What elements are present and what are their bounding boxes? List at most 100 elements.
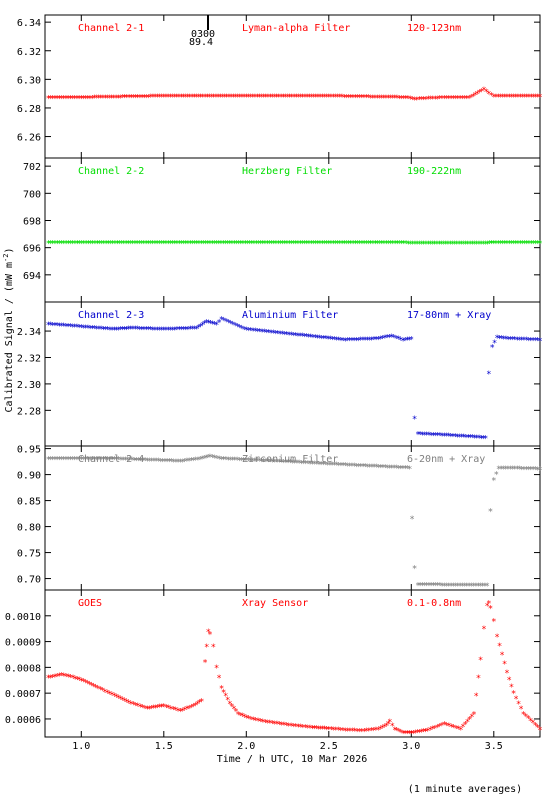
channel-2-1-y-tick-label: 6.28	[17, 104, 41, 115]
channel-2-3-data-point: *	[170, 326, 175, 336]
goes-data-point: *	[159, 703, 164, 713]
channel-2-2-data-point: *	[434, 240, 439, 250]
channel-2-4-data-point: *	[232, 456, 237, 466]
channel-2-1-data-point: *	[209, 93, 214, 103]
channel-2-1-data-point: *	[96, 94, 101, 104]
channel-2-3-data-point: *	[271, 329, 276, 339]
channel-2-4-y-tick-label: 0.75	[17, 549, 41, 560]
channel-2-1-data-point: *	[102, 94, 107, 104]
y-axis-label-end: )	[4, 248, 15, 254]
channel-2-2-data-point: *	[152, 239, 157, 249]
channel-2-3-data-point: *	[85, 324, 90, 334]
goes-data-point: *	[331, 726, 336, 736]
goes-data-point: *	[197, 699, 202, 709]
channel-2-3-data-point: *	[284, 331, 289, 341]
goes-data-point: *	[439, 722, 444, 732]
channel-2-3-data-point: *	[70, 323, 75, 333]
channel-2-2-data-point: *	[300, 239, 305, 249]
channel-2-3-data-point: *	[210, 320, 215, 330]
channel-2-3-data-point: *	[446, 432, 451, 442]
channel-2-1-data-point: *	[83, 94, 88, 104]
channel-2-3-data-point: *	[289, 331, 294, 341]
goes-data-point: *	[352, 727, 357, 737]
goes-data-point: *	[166, 704, 171, 714]
channel-2-2-data-point: *	[311, 239, 316, 249]
channel-2-3-data-point: *	[389, 333, 394, 343]
channel-2-1-data-point: *	[526, 93, 531, 103]
channel-2-4-y-tick-label: 0.85	[17, 497, 41, 508]
channel-2-3-data-point: *	[241, 325, 246, 335]
channel-2-1-data-point: *	[385, 94, 390, 104]
goes-data-point: *	[279, 721, 284, 731]
channel-2-4-data-point: *	[149, 457, 154, 467]
channel-2-1-data-point: *	[105, 94, 110, 104]
channel-2-1-data-point: *	[61, 94, 66, 104]
channel-2-3-series: ****************************************…	[46, 316, 543, 445]
channel-2-1-data-point: *	[181, 93, 186, 103]
channel-2-1-data-point: *	[341, 93, 346, 103]
y-axis-label-main: Calibrated Signal / (mW m	[4, 262, 15, 413]
channel-2-4-data-point: *	[197, 455, 202, 465]
channel-2-3-data-point: *	[202, 320, 207, 330]
channel-2-3-data-point: *	[437, 432, 442, 442]
channel-2-4-data-point: *	[160, 457, 165, 467]
goes-data-point: *	[202, 659, 207, 669]
channel-2-4-data-point: *	[420, 581, 425, 591]
channel-2-1-data-point: *	[344, 93, 349, 103]
goes-data-point: *	[484, 602, 489, 612]
channel-2-3-data-point: *	[68, 323, 73, 333]
channel-2-1-data-point: *	[302, 93, 307, 103]
channel-2-1-data-point: *	[531, 93, 536, 103]
channel-2-1-data-point: *	[46, 94, 51, 104]
channel-2-3-data-point: *	[206, 319, 211, 329]
channel-2-2-data-point: *	[165, 239, 170, 249]
channel-2-3-data-point: *	[179, 326, 184, 336]
goes-data-point: *	[50, 673, 55, 683]
channel-2-4-data-point: *	[478, 582, 483, 592]
channel-2-4-data-point: *	[517, 465, 522, 475]
channel-2-2-data-point: *	[253, 239, 258, 249]
channel-2-2-data-point: *	[157, 239, 162, 249]
channel-2-4-data-point: *	[448, 582, 453, 592]
channel-2-1-data-point: *	[267, 93, 272, 103]
y-axis-label-sup: -2	[2, 254, 10, 262]
channel-2-1-data-point: *	[372, 94, 377, 104]
channel-2-4-data-point: *	[171, 458, 176, 468]
channel-2-3-data-point: *	[280, 330, 285, 340]
goes-data-point: *	[347, 727, 352, 737]
channel-2-4-data-point: *	[131, 456, 136, 466]
channel-2-4-data-point: *	[158, 457, 163, 467]
channel-2-1-panel: 6.266.286.306.326.34********************…	[17, 14, 543, 159]
channel-2-3-data-point: *	[369, 336, 374, 346]
goes-data-point: *	[343, 727, 348, 737]
channel-2-2-data-point: *	[170, 239, 175, 249]
channel-2-1-data-point: *	[500, 93, 505, 103]
channel-2-1-data-point: *	[189, 93, 194, 103]
goes-data-point: *	[421, 728, 426, 738]
channel-2-2-data-point: *	[79, 239, 84, 249]
channel-2-3-data-point: *	[159, 326, 164, 336]
channel-2-2-data-point: *	[357, 240, 362, 250]
channel-2-4-data-point: *	[457, 582, 462, 592]
goes-data-point: *	[151, 704, 156, 714]
channel-2-1-data-point: *	[399, 94, 404, 104]
channel-2-2-data-point: *	[159, 239, 164, 249]
channel-2-2-data-point: *	[517, 239, 522, 249]
channel-2-4-data-point: *	[374, 463, 379, 473]
channel-2-2-data-point: *	[61, 239, 66, 249]
channel-2-3-data-point: *	[118, 326, 123, 336]
goes-data-point: *	[214, 664, 219, 674]
channel-2-2-data-point: *	[97, 239, 102, 249]
channel-2-3-data-point: *	[308, 333, 313, 343]
channel-2-3-data-point: *	[226, 319, 231, 329]
goes-data-point: *	[293, 723, 298, 733]
channel-2-2-data-point: *	[57, 239, 62, 249]
channel-2-2-data-point: *	[335, 239, 340, 249]
channel-2-2-data-point: *	[198, 239, 203, 249]
channel-2-1-data-point: *	[259, 93, 264, 103]
channel-2-4-data-point: *	[442, 582, 447, 592]
channel-2-4-data-point: *	[464, 582, 469, 592]
channel-2-2-data-point: *	[346, 239, 351, 249]
channel-2-3-data-point: *	[373, 336, 378, 346]
goes-data-point: *	[288, 722, 293, 732]
